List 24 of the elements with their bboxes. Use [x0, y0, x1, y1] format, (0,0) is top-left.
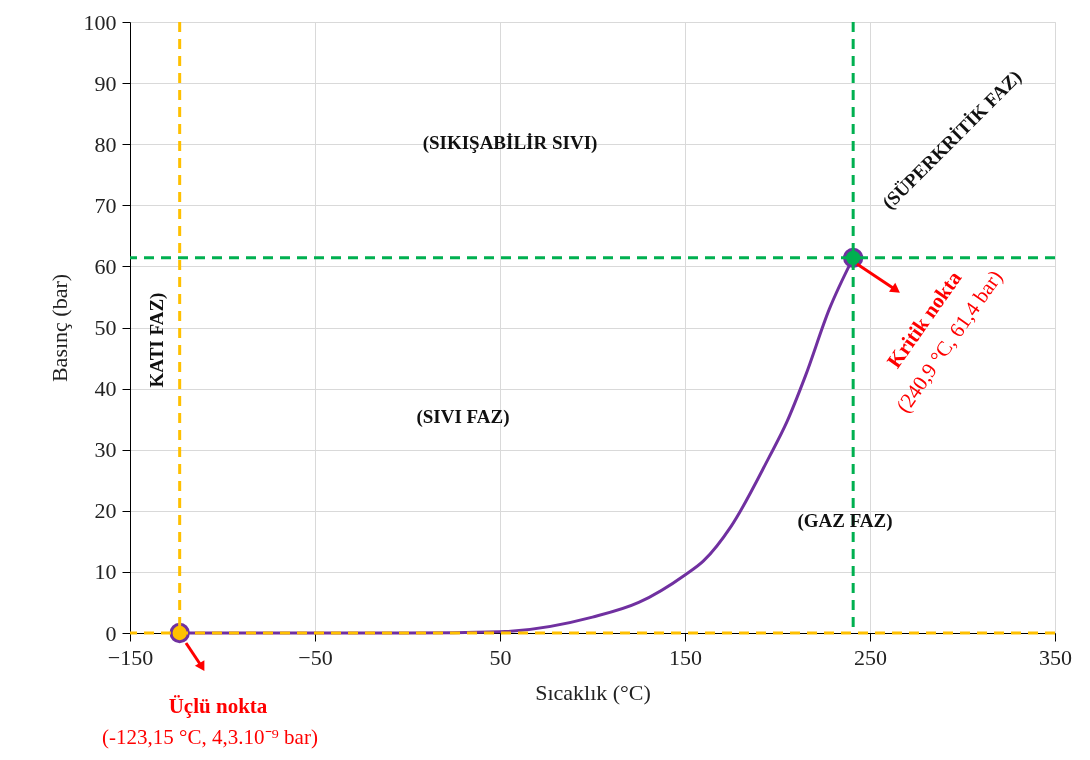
y-tick-label: 70: [94, 192, 117, 218]
x-tick-label: −150: [107, 644, 154, 670]
x-tick-label: 50: [489, 644, 512, 670]
x-tick-label: 150: [669, 644, 702, 670]
y-tick-label: 10: [94, 559, 117, 585]
y-tick-label: 0: [105, 620, 117, 646]
annotation: (SIVI FAZ): [416, 406, 510, 428]
y-tick-label: 30: [94, 437, 117, 463]
y-axis-title: Basınç (bar): [46, 273, 72, 383]
text: Üçlü nokta: [168, 694, 268, 718]
annotation: (SIKIŞABİLİR SIVI): [422, 132, 598, 154]
x-tick-label: 350: [1039, 644, 1072, 670]
text: (-123,15 °C, 4,3.10⁻⁹ bar): [102, 725, 318, 749]
x-tick-label: 250: [854, 644, 887, 670]
y-tick-label: 100: [83, 9, 117, 35]
y-tick-label: 50: [94, 315, 117, 340]
x-tick-label: −50: [298, 644, 333, 670]
x-axis-title: Sıcaklık (°C): [535, 679, 651, 705]
y-tick-label: 90: [94, 70, 117, 96]
y-tick-label: 40: [94, 376, 117, 402]
y-tick-label: 20: [94, 498, 117, 524]
y-tick-label: 80: [94, 131, 117, 157]
y-tick-label: 60: [94, 253, 117, 279]
annotation: KATI FAZ): [146, 292, 168, 388]
